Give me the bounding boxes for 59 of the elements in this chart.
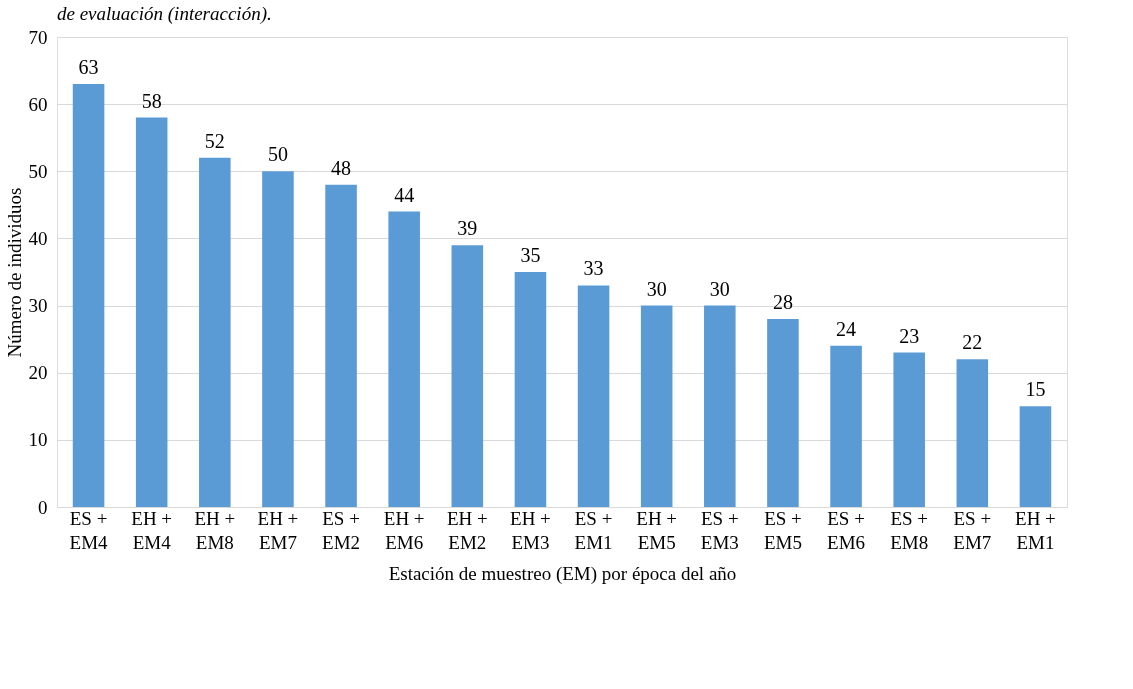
x-tick-label: ES + EM4	[69, 507, 109, 553]
data-label: 58	[141, 89, 162, 112]
bar	[577, 285, 610, 507]
data-label: 63	[78, 56, 99, 78]
bar	[388, 211, 420, 507]
y-axis-title: Número de individuos	[3, 187, 25, 358]
bar	[135, 117, 168, 507]
bar	[830, 345, 862, 507]
data-label: 52	[204, 129, 225, 152]
bar	[956, 359, 989, 507]
x-tick-label: ES + EM3	[700, 507, 739, 553]
y-tick-label: 30	[28, 295, 48, 317]
x-tick-label: EH + EM4	[131, 507, 173, 553]
x-tick-label: ES + EM1	[574, 507, 613, 553]
x-tick-label: EH + EM6	[383, 507, 425, 553]
data-label: 15	[1025, 378, 1046, 401]
x-tick-label: EH + EM1	[1015, 507, 1056, 553]
bar	[199, 157, 231, 507]
data-label: 33	[583, 257, 604, 280]
x-tick-label: EH + EM8	[194, 507, 236, 553]
y-tick-label: 10	[28, 429, 48, 451]
y-tick-label: 60	[28, 93, 48, 115]
y-tick-label: 50	[28, 160, 48, 182]
bar	[767, 319, 799, 507]
bar	[1019, 406, 1052, 507]
data-label: 50	[267, 143, 288, 166]
y-tick-label: 40	[28, 227, 48, 249]
x-tick-label: EH + EM5	[636, 507, 678, 553]
data-label: 44	[394, 183, 415, 206]
data-label: 35	[520, 244, 541, 266]
bar	[325, 184, 357, 507]
x-tick-label: EH + EM3	[510, 507, 551, 553]
bar	[704, 305, 736, 507]
data-label: 22	[962, 331, 983, 354]
data-label: 48	[331, 156, 352, 179]
y-tick-label: 70	[28, 26, 48, 48]
data-label: 28	[772, 291, 793, 313]
x-tick-label: ES + EM6	[827, 507, 866, 553]
x-axis-title: Estación de muestreo (EM) por época del año	[388, 562, 737, 585]
text: de evaluación (interacción).	[57, 3, 272, 25]
x-tick-label: ES + EM2	[322, 507, 361, 553]
data-label: 24	[836, 317, 857, 340]
data-label: 39	[457, 217, 478, 240]
data-label: 23	[899, 324, 920, 347]
data-label: 30	[709, 277, 730, 300]
x-tick-label: ES + EM7	[953, 507, 992, 553]
bar	[514, 272, 547, 507]
x-tick-label: EH + EM2	[446, 507, 488, 553]
y-tick-label: 20	[28, 362, 48, 384]
x-tick-label: EH + EM7	[257, 507, 299, 553]
x-tick-label: ES + EM5	[763, 507, 802, 553]
bar	[451, 245, 484, 507]
x-tick-label: ES + EM8	[890, 507, 929, 553]
data-label: 30	[646, 277, 667, 300]
bar	[72, 84, 105, 507]
bar	[262, 171, 294, 507]
bar	[893, 352, 925, 507]
y-tick-label: 0	[38, 496, 48, 518]
bar	[640, 305, 673, 507]
